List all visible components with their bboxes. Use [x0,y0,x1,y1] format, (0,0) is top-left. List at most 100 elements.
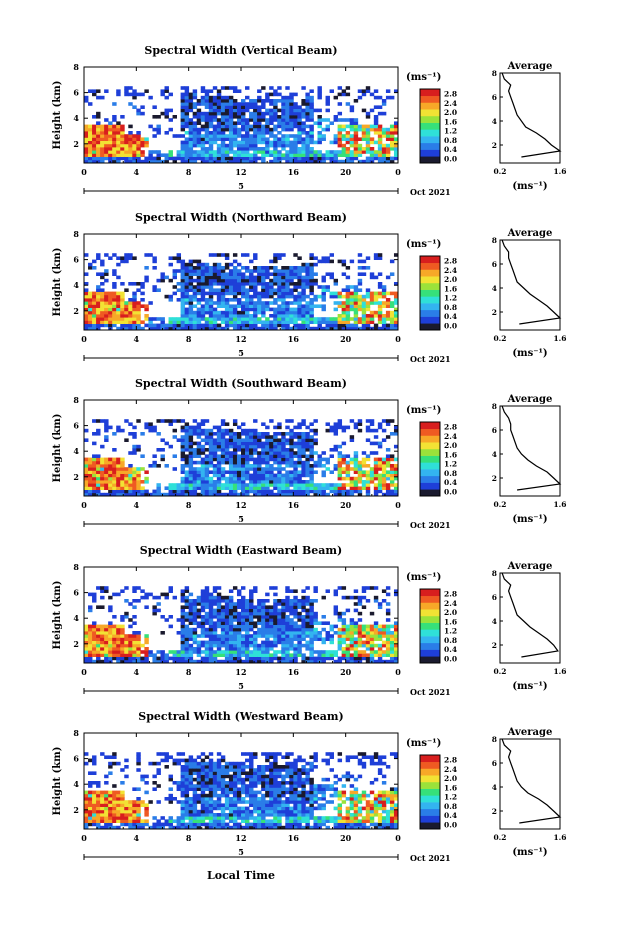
heatmap-cell [293,288,298,292]
heatmap-cell [293,444,298,449]
heatmap-cell [345,118,351,122]
heatmap-cell [124,611,129,616]
heatmap-cell [104,422,109,426]
heatmap-cell [224,650,230,654]
heatmap-cell [261,432,266,436]
heatmap-cell [92,627,97,632]
heatmap-cell [100,259,105,264]
heatmap-cell [220,435,226,439]
heatmap-cell [224,608,230,613]
heatmap-cell [160,656,165,661]
heatmap-cell [357,640,363,645]
heatmap-cell [224,659,230,664]
heatmap-cell [277,92,282,97]
heatmap-cell [228,650,234,654]
heatmap-cell [281,147,286,151]
heatmap-cell [104,492,109,497]
average-profile-line [501,405,562,491]
heatmap-cell [241,457,246,462]
heatmap-cell [232,111,238,116]
heatmap-cell [228,444,234,449]
heatmap-cell [389,301,395,305]
heatmap-cell [277,256,282,260]
heatmap-cell [241,310,246,315]
heatmap-cell [184,464,190,468]
heatmap-cell [192,143,198,148]
heatmap-cell [104,483,109,487]
heatmap-cell [365,127,371,132]
heatmap-cell [293,432,298,436]
heatmap-cell [285,454,290,458]
heatmap-cell [204,480,210,484]
heatmap-cell [249,298,254,302]
heatmap-cell [269,618,274,622]
heatmap-cell [349,637,355,641]
heatmap-cell [188,650,194,654]
heatmap-cell [325,492,330,497]
heatmap-cell [236,444,242,449]
heatmap-cell [365,483,371,487]
heatmap-cell [92,131,97,135]
heatmap-cell [96,631,101,635]
heatmap-cell [333,492,339,497]
heatmap-cell [212,272,218,276]
heatmap-cell [212,153,218,157]
heatmap-cell [353,317,359,321]
heatmap-cell [349,285,355,289]
heatmap-cell [385,650,391,654]
heatmap-cell [309,124,314,129]
heatmap-cell [188,592,194,597]
heatmap-cell [285,153,290,157]
heatmap-cell [144,476,149,481]
average-frame [499,405,561,497]
heatmap-cell [261,301,266,305]
date-label: Oct 2021 [410,187,451,197]
heatmap-cell [365,111,371,116]
heatmap-cell [389,653,395,657]
heatmap-cell [184,288,190,292]
heatmap-cell [317,153,322,157]
heatmap-cell [236,618,242,622]
colorbar-tick-label: 0.0 [444,654,457,663]
heatmap-cell [108,291,113,296]
heatmap-cell [204,476,210,481]
heatmap-cell [305,153,310,157]
heatmap-cell [124,137,129,141]
heatmap-cell [116,640,121,645]
heatmap-cell [257,121,262,125]
heatmap-cell [224,611,230,616]
heatmap-cell [241,118,246,122]
heatmap-cell [393,127,399,132]
heatmap-cell [373,659,379,664]
heatmap-cell [321,650,326,654]
heatmap-cell [345,102,351,106]
heatmap-cell [329,486,334,490]
heatmap-cell [220,457,226,462]
heatmap-cell [285,634,290,638]
heatmap-cell [281,444,286,449]
heatmap-cell [321,291,326,296]
heatmap-cell [373,634,379,638]
heatmap-cell [277,444,282,449]
heatmap-cell [293,285,298,289]
heatmap-cell [365,326,371,331]
heatmap-cell [353,422,359,426]
heatmap-cell [317,134,322,138]
heatmap-cell [140,291,145,296]
heatmap-cell [281,105,286,109]
heatmap-cell [249,137,254,141]
heatmap-cell [273,99,278,103]
heatmap-cell [385,492,391,497]
heatmap-cell [305,317,310,321]
heatmap-cell [393,643,399,648]
heatmap-cell [361,595,367,600]
heatmap-cell [353,595,359,600]
heatmap-cell [241,137,246,141]
heatmap-cell [168,320,173,324]
heatmap-cell [321,483,326,487]
heatmap-cell [128,256,133,260]
heatmap-cell [313,492,318,497]
heatmap-cell [261,140,266,145]
heatmap-cell [116,137,121,141]
heatmap-cell [381,624,387,629]
